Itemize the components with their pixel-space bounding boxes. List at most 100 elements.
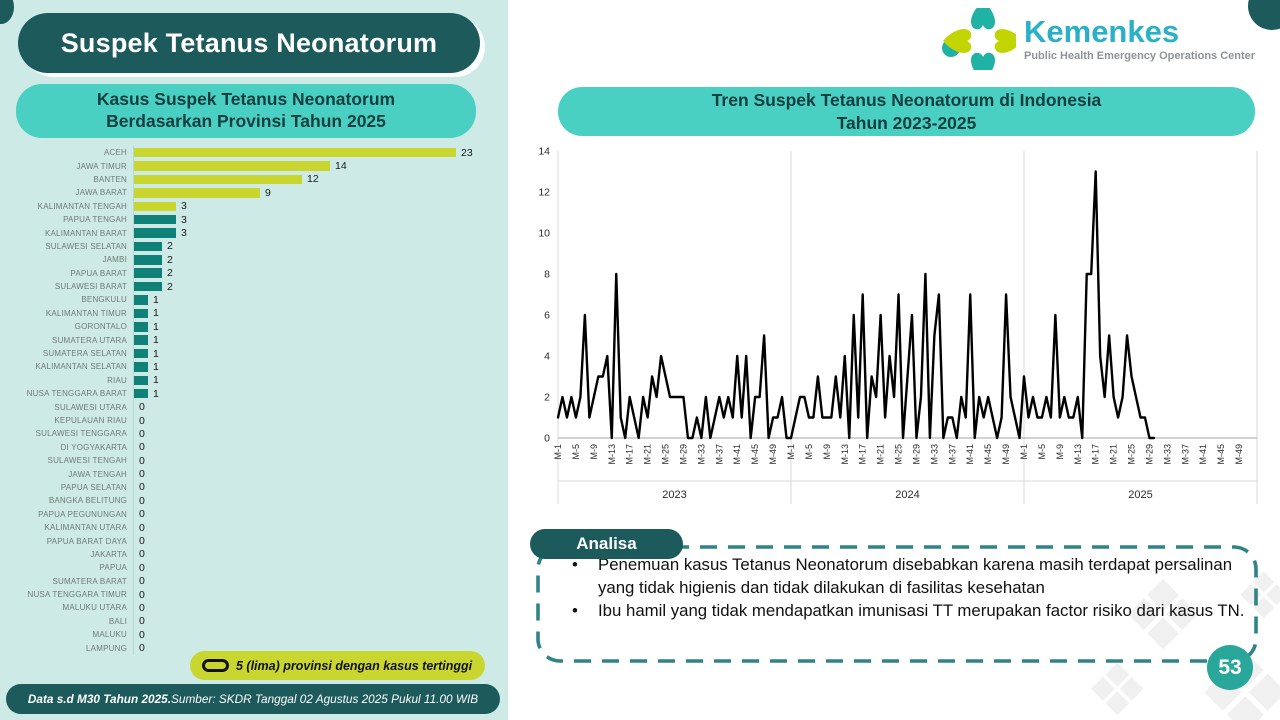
page-number-badge: 53 — [1207, 645, 1253, 690]
bar-category-label: KEPULAUAN RIAU — [54, 416, 127, 425]
bar — [134, 388, 148, 399]
bar-category-label: JAWA TENGAH — [68, 469, 127, 479]
bar-track: 0 — [133, 534, 502, 548]
analysis-tab-label: Analisa — [576, 534, 637, 553]
x-tick-label: M-13 — [607, 444, 617, 465]
bar-row: ACEH 23 — [8, 146, 502, 160]
x-tick-label: M-49 — [1001, 444, 1011, 465]
bar-row: BANGKA BELITUNG 0 — [8, 494, 502, 508]
bar-value-label: 3 — [181, 200, 187, 213]
bar — [134, 375, 148, 386]
x-tick-label: M-25 — [661, 444, 671, 465]
bar-track: 0 — [133, 453, 502, 468]
x-tick-label: M-9 — [822, 444, 832, 460]
x-tick-label: M-37 — [714, 444, 724, 465]
bar-value-label: 0 — [139, 427, 145, 440]
legend-label: 5 (lima) provinsi dengan kasus tertinggi — [236, 658, 473, 673]
bar-value-label: 23 — [461, 146, 473, 159]
bar-category-label: PAPUA BARAT — [70, 268, 127, 278]
bar-row: SULAWESI BARAT 2 — [8, 279, 502, 294]
bar-category-label: PAPUA TENGAH — [63, 215, 127, 225]
bar-category-label: SUMATERA BARAT — [52, 576, 127, 586]
bar-row: PAPUA 0 — [8, 561, 502, 575]
bar — [134, 335, 148, 345]
bar — [134, 188, 260, 198]
bar-row: SUMATERA SELATAN 1 — [8, 346, 502, 361]
bar-value-label: 0 — [139, 494, 145, 507]
bar-category-label: JAWA TIMUR — [76, 161, 127, 171]
x-tick-label: M-1 — [1019, 444, 1029, 460]
x-tick-label: M-5 — [1037, 444, 1047, 460]
x-tick-label: M-1 — [786, 444, 796, 460]
bar-category-label: SULAWESI TENGAH — [47, 456, 127, 466]
bar-category-label: PAPUA PEGUNUNGAN — [38, 509, 127, 519]
kemenkes-logo-icon — [942, 8, 1016, 70]
bar-category-label: PAPUA SELATAN — [60, 482, 127, 492]
bar — [134, 308, 148, 319]
bar-row: JAWA TENGAH 0 — [8, 467, 502, 481]
x-tick-label: M-33 — [1162, 444, 1172, 465]
bar-row: KALIMANTAN BARAT 3 — [8, 226, 502, 240]
bar-category-label: MALUKU — [92, 630, 127, 640]
bar-category-label: KALIMANTAN TENGAH — [37, 201, 127, 211]
bar — [134, 147, 456, 158]
legend-capsule-icon — [202, 659, 229, 672]
province-bar-chart: ACEH 23 JAWA TIMUR 14 BANTEN 12 JAWA BARAT 9 KAL… — [8, 146, 502, 656]
bar-track: 1 — [133, 373, 502, 388]
bar-row: BENGKULU 1 — [8, 293, 502, 307]
bar-track: 2 — [133, 279, 502, 294]
bar-value-label: 2 — [167, 267, 173, 280]
bar-track: 1 — [133, 360, 502, 374]
analysis-bullet: Ibu hamil yang tidak mendapatkan imunisa… — [550, 599, 1250, 622]
bar-row: NUSA TENGGARA TIMUR 0 — [8, 587, 502, 602]
bar-value-label: 2 — [167, 280, 173, 293]
bar-track: 0 — [133, 494, 502, 508]
trend-chart-title-line2: Tahun 2023-2025 — [836, 112, 977, 133]
bar-value-label: 1 — [153, 374, 159, 387]
bar-value-label: 0 — [139, 521, 145, 534]
bar — [134, 281, 162, 292]
bar-value-label: 1 — [153, 360, 159, 373]
bar — [134, 348, 148, 359]
bar-value-label: 0 — [139, 628, 145, 641]
bar-track: 0 — [133, 400, 502, 414]
bar-category-label: MALUKU UTARA — [62, 603, 127, 613]
analysis-bullet: Penemuan kasus Tetanus Neonatorum diseba… — [550, 553, 1250, 599]
bar-value-label: 12 — [307, 173, 319, 186]
bar-row: PAPUA TENGAH 3 — [8, 212, 502, 227]
bar-value-label: 0 — [139, 548, 145, 561]
x-tick-label: M-21 — [1109, 444, 1119, 465]
bar-value-label: 0 — [139, 401, 145, 414]
page-title-text: Suspek Tetanus Neonatorum — [60, 27, 438, 58]
bar — [134, 268, 162, 278]
bar-category-label: PAPUA — [99, 563, 127, 573]
bar — [134, 322, 148, 332]
bar-value-label: 0 — [139, 575, 145, 588]
bar-row: KALIMANTAN SELATAN 1 — [8, 360, 502, 374]
bar-track: 0 — [133, 507, 502, 521]
bar-value-label: 0 — [139, 601, 145, 614]
bar-row: PAPUA PEGUNUNGAN 0 — [8, 507, 502, 521]
bar-value-label: 0 — [139, 615, 145, 628]
bar-category-label: SULAWESI UTARA — [54, 402, 127, 412]
y-tick-label: 14 — [538, 146, 550, 158]
bar-value-label: 1 — [153, 334, 159, 347]
bar — [134, 201, 176, 211]
bar-category-label: BALI — [108, 616, 127, 626]
x-tick-label: M-5 — [804, 444, 814, 460]
bar-row: KEPULAUAN RIAU 0 — [8, 413, 502, 428]
analysis-tab: Analisa — [530, 529, 683, 559]
bar-track: 3 — [133, 212, 502, 227]
bar-track: 1 — [133, 306, 502, 321]
bar-value-label: 3 — [181, 213, 187, 226]
corner-decoration-top-left — [0, 0, 14, 24]
x-tick-label: M-13 — [1073, 444, 1083, 465]
kemenkes-brand: Kemenkes — [1024, 14, 1180, 49]
analysis-dashed-border — [536, 545, 1258, 663]
bar-track: 0 — [133, 561, 502, 575]
bar-value-label: 0 — [139, 642, 145, 655]
bar-value-label: 1 — [153, 307, 159, 320]
x-tick-label: M-29 — [1144, 444, 1154, 465]
bar-category-label: ACEH — [103, 148, 127, 158]
bar-track: 23 — [133, 146, 502, 160]
